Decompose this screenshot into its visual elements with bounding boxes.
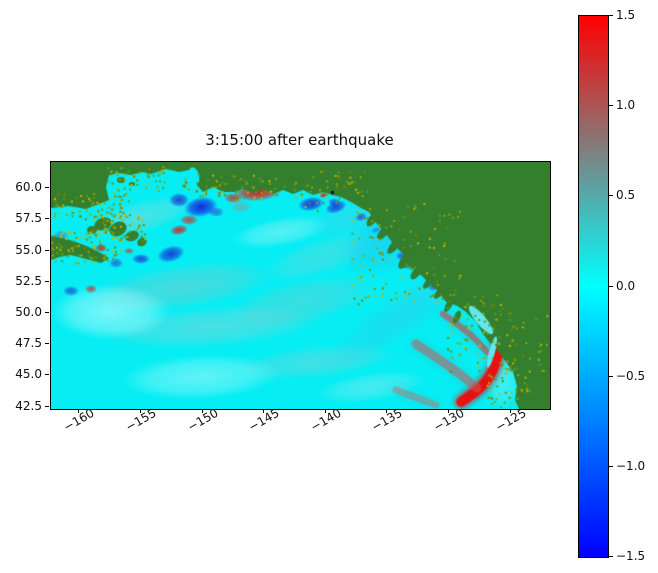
y-tick-mark [45, 218, 49, 220]
y-tick-label: 45.0 [15, 367, 42, 382]
colorbar-tick-label: 0.0 [616, 278, 636, 293]
colorbar-tick-label: 1.5 [616, 8, 636, 22]
y-tick-label: 55.0 [15, 242, 42, 257]
y-tick-mark [45, 405, 49, 407]
y-tick-mark [45, 343, 49, 345]
y-tick-mark [45, 374, 49, 376]
x-tick-mark [509, 409, 511, 413]
colorbar-tick-label: −1.0 [616, 458, 646, 473]
colorbar-tick-label: 1.0 [616, 98, 636, 113]
colorbar [578, 15, 609, 558]
x-tick-mark [139, 409, 141, 413]
x-tick-mark [447, 409, 449, 413]
colorbar-tick-mark [609, 15, 613, 16]
colorbar-tick-mark [609, 195, 613, 197]
x-tick-mark [263, 409, 265, 413]
plot-title: 3:15:00 after earthquake [205, 131, 394, 149]
y-tick-label: 47.5 [15, 336, 42, 351]
x-tick-mark [324, 409, 326, 413]
colorbar-tick-label: 0.5 [616, 188, 636, 203]
map-plot [50, 161, 551, 410]
colorbar-tick-mark [609, 105, 613, 107]
y-tick-label: 50.0 [15, 304, 42, 319]
colorbar-tick-mark [609, 556, 613, 557]
y-tick-label: 60.0 [15, 180, 42, 195]
colorbar-tick-mark [609, 465, 613, 467]
colorbar-tick-label: −1.5 [616, 549, 646, 563]
y-tick-label: 42.5 [15, 398, 42, 413]
x-tick-mark [78, 409, 80, 413]
colorbar-gradient [579, 16, 608, 557]
colorbar-tick-mark [609, 285, 613, 287]
y-tick-mark [45, 280, 49, 282]
colorbar-tick-label: −0.5 [616, 368, 646, 383]
y-tick-mark [45, 187, 49, 189]
y-tick-mark [45, 311, 49, 313]
x-tick-mark [386, 409, 388, 413]
colorbar-tick-mark [609, 375, 613, 377]
y-tick-label: 52.5 [15, 273, 42, 288]
y-tick-label: 57.5 [15, 211, 42, 226]
x-tick-mark [201, 409, 203, 413]
map-image [51, 162, 550, 409]
y-tick-mark [45, 249, 49, 251]
